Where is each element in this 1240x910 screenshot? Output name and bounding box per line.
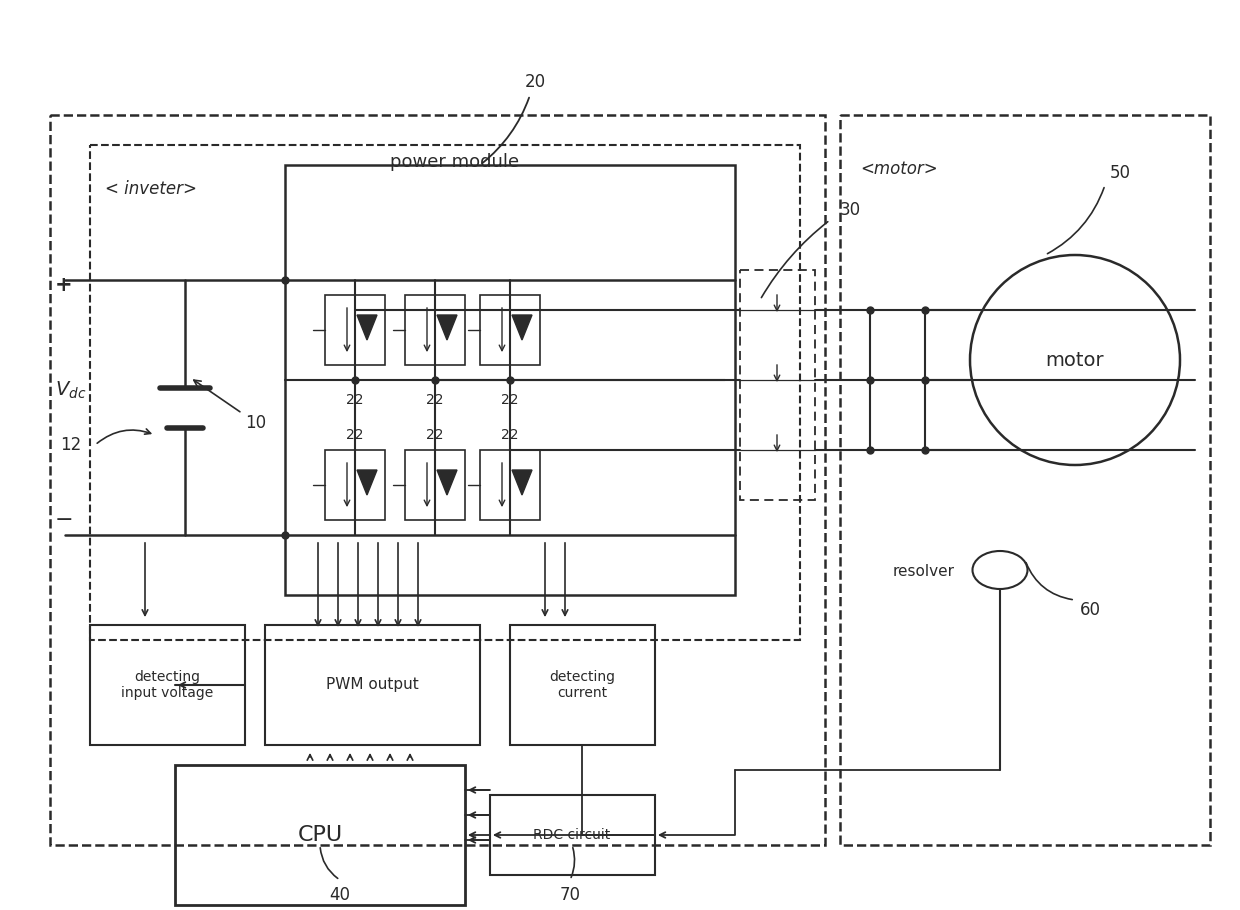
Polygon shape xyxy=(436,315,458,340)
Text: 22: 22 xyxy=(427,428,444,442)
Text: 12: 12 xyxy=(60,436,82,454)
Bar xyxy=(91,625,246,745)
Bar xyxy=(510,625,655,745)
Text: PWM output: PWM output xyxy=(326,678,418,693)
Bar xyxy=(325,450,384,520)
Text: $V_{dc}$: $V_{dc}$ xyxy=(55,379,87,400)
Polygon shape xyxy=(512,315,532,340)
Text: 30: 30 xyxy=(839,201,861,219)
Text: 22: 22 xyxy=(346,393,363,407)
Text: 22: 22 xyxy=(501,393,518,407)
Bar xyxy=(50,115,825,845)
Bar xyxy=(265,625,480,745)
Text: detecting
input voltage: detecting input voltage xyxy=(120,670,213,700)
Text: RDC circuit: RDC circuit xyxy=(533,828,610,842)
Text: 10: 10 xyxy=(193,380,267,431)
Bar xyxy=(839,115,1210,845)
Polygon shape xyxy=(512,470,532,495)
Text: detecting
current: detecting current xyxy=(549,670,615,700)
Bar xyxy=(480,295,539,365)
Text: 70: 70 xyxy=(559,886,580,904)
Bar xyxy=(175,765,465,905)
Polygon shape xyxy=(357,470,377,495)
Text: resolver: resolver xyxy=(893,564,955,580)
Text: <motor>: <motor> xyxy=(861,160,937,178)
Text: 40: 40 xyxy=(330,886,351,904)
Text: +: + xyxy=(55,275,73,295)
Text: 20: 20 xyxy=(525,73,546,91)
Bar xyxy=(405,295,465,365)
Text: 60: 60 xyxy=(1080,601,1101,619)
Bar xyxy=(490,795,655,875)
Bar xyxy=(480,450,539,520)
Text: CPU: CPU xyxy=(298,825,342,845)
Polygon shape xyxy=(436,470,458,495)
Text: 50: 50 xyxy=(1110,164,1131,182)
Text: −: − xyxy=(55,510,73,530)
Bar xyxy=(405,450,465,520)
Text: 22: 22 xyxy=(427,393,444,407)
Bar xyxy=(740,270,815,500)
Polygon shape xyxy=(357,315,377,340)
Bar xyxy=(325,295,384,365)
Text: 22: 22 xyxy=(346,428,363,442)
Text: 22: 22 xyxy=(501,428,518,442)
Text: power module: power module xyxy=(391,153,520,171)
Text: < inveter>: < inveter> xyxy=(105,180,197,198)
Bar xyxy=(285,165,735,595)
Bar xyxy=(91,145,800,640)
Text: motor: motor xyxy=(1045,350,1105,369)
